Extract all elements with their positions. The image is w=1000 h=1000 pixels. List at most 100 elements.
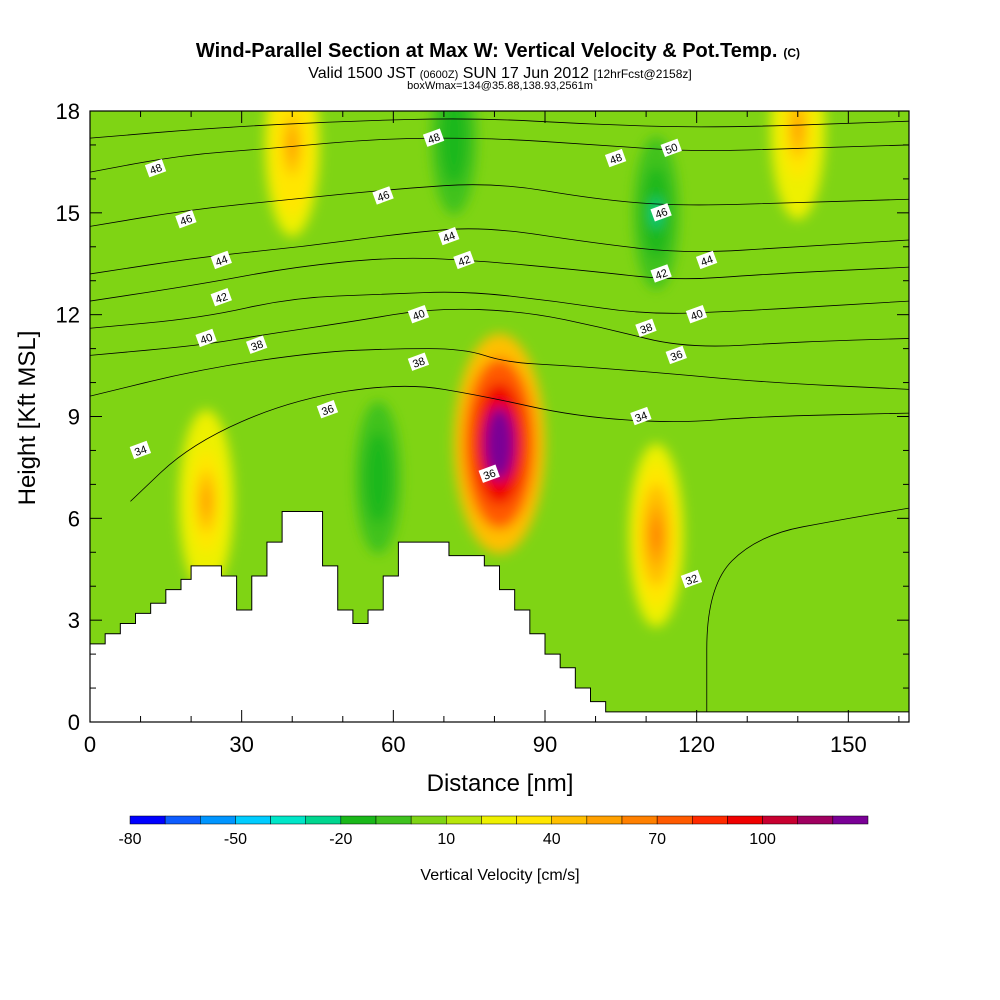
contour-label-text: 44 bbox=[441, 230, 457, 245]
contour-label: 46 bbox=[175, 209, 197, 229]
contour-label-text: 38 bbox=[411, 355, 427, 370]
y-tick-label: 0 bbox=[68, 710, 80, 735]
contour-label: 42 bbox=[453, 250, 475, 270]
theta-contour-32 bbox=[706, 507, 909, 712]
colorbar-swatch bbox=[340, 815, 377, 825]
x-tick-label: 90 bbox=[533, 732, 557, 757]
x-tick-label: 30 bbox=[229, 732, 253, 757]
contour-label: 46 bbox=[372, 186, 394, 205]
contour-label-text: 40 bbox=[411, 308, 427, 323]
contour-label-bg bbox=[407, 305, 430, 324]
colorbar-swatch bbox=[200, 815, 236, 825]
colorbar-tick-label: -80 bbox=[118, 831, 141, 848]
colorbar-swatch bbox=[692, 815, 728, 825]
x-axis-label: Distance [nm] bbox=[427, 770, 574, 797]
chart-subtitle-forecast: [12hrFcst@2158z] bbox=[594, 67, 692, 81]
contour-label: 34 bbox=[630, 406, 652, 426]
contour-label-bg bbox=[195, 328, 217, 348]
contour-label-text: 44 bbox=[699, 254, 715, 269]
colorbar-label: Vertical Velocity [cm/s] bbox=[420, 867, 579, 884]
y-axis-label: Height [Kft MSL] bbox=[14, 331, 41, 506]
w-feature-ring bbox=[201, 486, 211, 517]
contour-label-bg bbox=[660, 138, 682, 158]
contour-label-text: 48 bbox=[426, 131, 442, 146]
contour-label-text: 42 bbox=[214, 291, 230, 306]
terrain-mask bbox=[90, 511, 909, 722]
w-feature-ring bbox=[491, 425, 508, 462]
theta-contour-46 bbox=[90, 184, 909, 227]
chart-subtitle-box: boxWmax=134@35.88,138.93,2561m bbox=[407, 80, 593, 92]
colorbar-swatch bbox=[446, 815, 482, 825]
contour-label-bg bbox=[144, 159, 167, 178]
x-tick-label: 60 bbox=[381, 732, 405, 757]
contour-label: 38 bbox=[635, 318, 657, 337]
chart-subtitle-valid: Valid 1500 JST bbox=[308, 65, 416, 82]
contour-label-bg bbox=[695, 250, 718, 270]
contour-label-text: 38 bbox=[639, 321, 655, 336]
contour-label: 38 bbox=[407, 352, 430, 371]
colorbar-swatch bbox=[375, 815, 412, 825]
w-feature-ring bbox=[651, 520, 661, 551]
y-tick-label: 3 bbox=[68, 608, 80, 633]
contour-label-bg bbox=[422, 128, 445, 147]
contour-label: 40 bbox=[195, 328, 217, 348]
contour-label-bg bbox=[210, 250, 232, 270]
colorbar-swatch bbox=[656, 815, 693, 825]
y-tick-label: 9 bbox=[68, 405, 80, 430]
theta-contour-36 bbox=[90, 348, 909, 397]
colorbar-tick-label: 100 bbox=[749, 831, 776, 848]
contour-label-text: 36 bbox=[320, 403, 336, 418]
colorbar-tick-label: 40 bbox=[543, 831, 561, 848]
x-tick-label: 120 bbox=[678, 732, 715, 757]
contour-label-text: 50 bbox=[664, 142, 680, 157]
contour-label-text: 44 bbox=[214, 254, 230, 269]
colorbar-swatch bbox=[235, 815, 271, 825]
contour-label: 44 bbox=[695, 250, 718, 270]
w-blobs bbox=[178, 111, 826, 627]
contour-label-text: 46 bbox=[179, 213, 195, 228]
contour-label: 40 bbox=[685, 305, 708, 324]
contour-label-text: 32 bbox=[684, 573, 700, 588]
colorbar-tick-label: 70 bbox=[648, 831, 666, 848]
plot-area: 48 46 44 42 40 38 36 34 48 46 44 42 40 38 36 48 50 46 44 42… bbox=[90, 111, 909, 722]
w-feature-ring bbox=[793, 112, 803, 144]
chart-subtitle-utc: (0600Z) bbox=[420, 69, 459, 81]
contour-label-text: 40 bbox=[199, 332, 215, 347]
y-tick-label: 12 bbox=[56, 303, 80, 328]
colorbar-swatch bbox=[270, 815, 306, 825]
chart-title: Wind-Parallel Section at Max W: Vertical… bbox=[196, 40, 777, 62]
colorbar-swatch bbox=[164, 815, 201, 825]
chart-subtitle-date: SUN 17 Jun 2012 bbox=[463, 65, 589, 82]
contour-label: 36 bbox=[316, 400, 339, 419]
contour-label: 36 bbox=[665, 345, 687, 365]
contour-label-bg bbox=[438, 226, 460, 246]
svg-text:Wind-Parallel Section at Max W: Wind-Parallel Section at Max W: Vertical… bbox=[196, 40, 800, 62]
colorbar-tick-labels: -80 -50 -20 10 40 70 100 bbox=[118, 831, 776, 848]
x-tick-label: 0 bbox=[84, 732, 96, 757]
contour-label: 36 bbox=[478, 464, 500, 483]
contour-label-text: 42 bbox=[654, 267, 670, 282]
contour-label-text: 46 bbox=[654, 206, 670, 221]
colorbar-tick-label: 10 bbox=[437, 831, 455, 848]
contour-label-bg bbox=[604, 148, 627, 168]
colorbar-swatch bbox=[516, 815, 552, 825]
contour-label-bg bbox=[245, 335, 268, 354]
contour-label-text: 40 bbox=[689, 308, 705, 323]
contour-label: 48 bbox=[144, 159, 167, 178]
contour-labels: 48 46 44 42 40 38 36 34 48 46 44 42 40 38 36 48 50 46 44 42… bbox=[129, 128, 718, 589]
contour-label-text: 34 bbox=[634, 410, 650, 425]
y-tick-label: 15 bbox=[56, 201, 80, 226]
colorbar bbox=[129, 815, 869, 825]
contour-label-text: 46 bbox=[376, 189, 392, 204]
contour-label-bg bbox=[372, 186, 394, 205]
theta-contour-42 bbox=[90, 257, 909, 302]
contour-label-text: 48 bbox=[148, 162, 164, 177]
contour-label-bg bbox=[680, 569, 703, 589]
contour-label-bg bbox=[635, 318, 657, 337]
contour-label: 48 bbox=[604, 148, 627, 168]
contour-label-text: 34 bbox=[133, 444, 149, 459]
contour-label-bg bbox=[407, 352, 430, 371]
contour-label-bg bbox=[685, 305, 708, 324]
contour-label: 38 bbox=[245, 335, 268, 354]
